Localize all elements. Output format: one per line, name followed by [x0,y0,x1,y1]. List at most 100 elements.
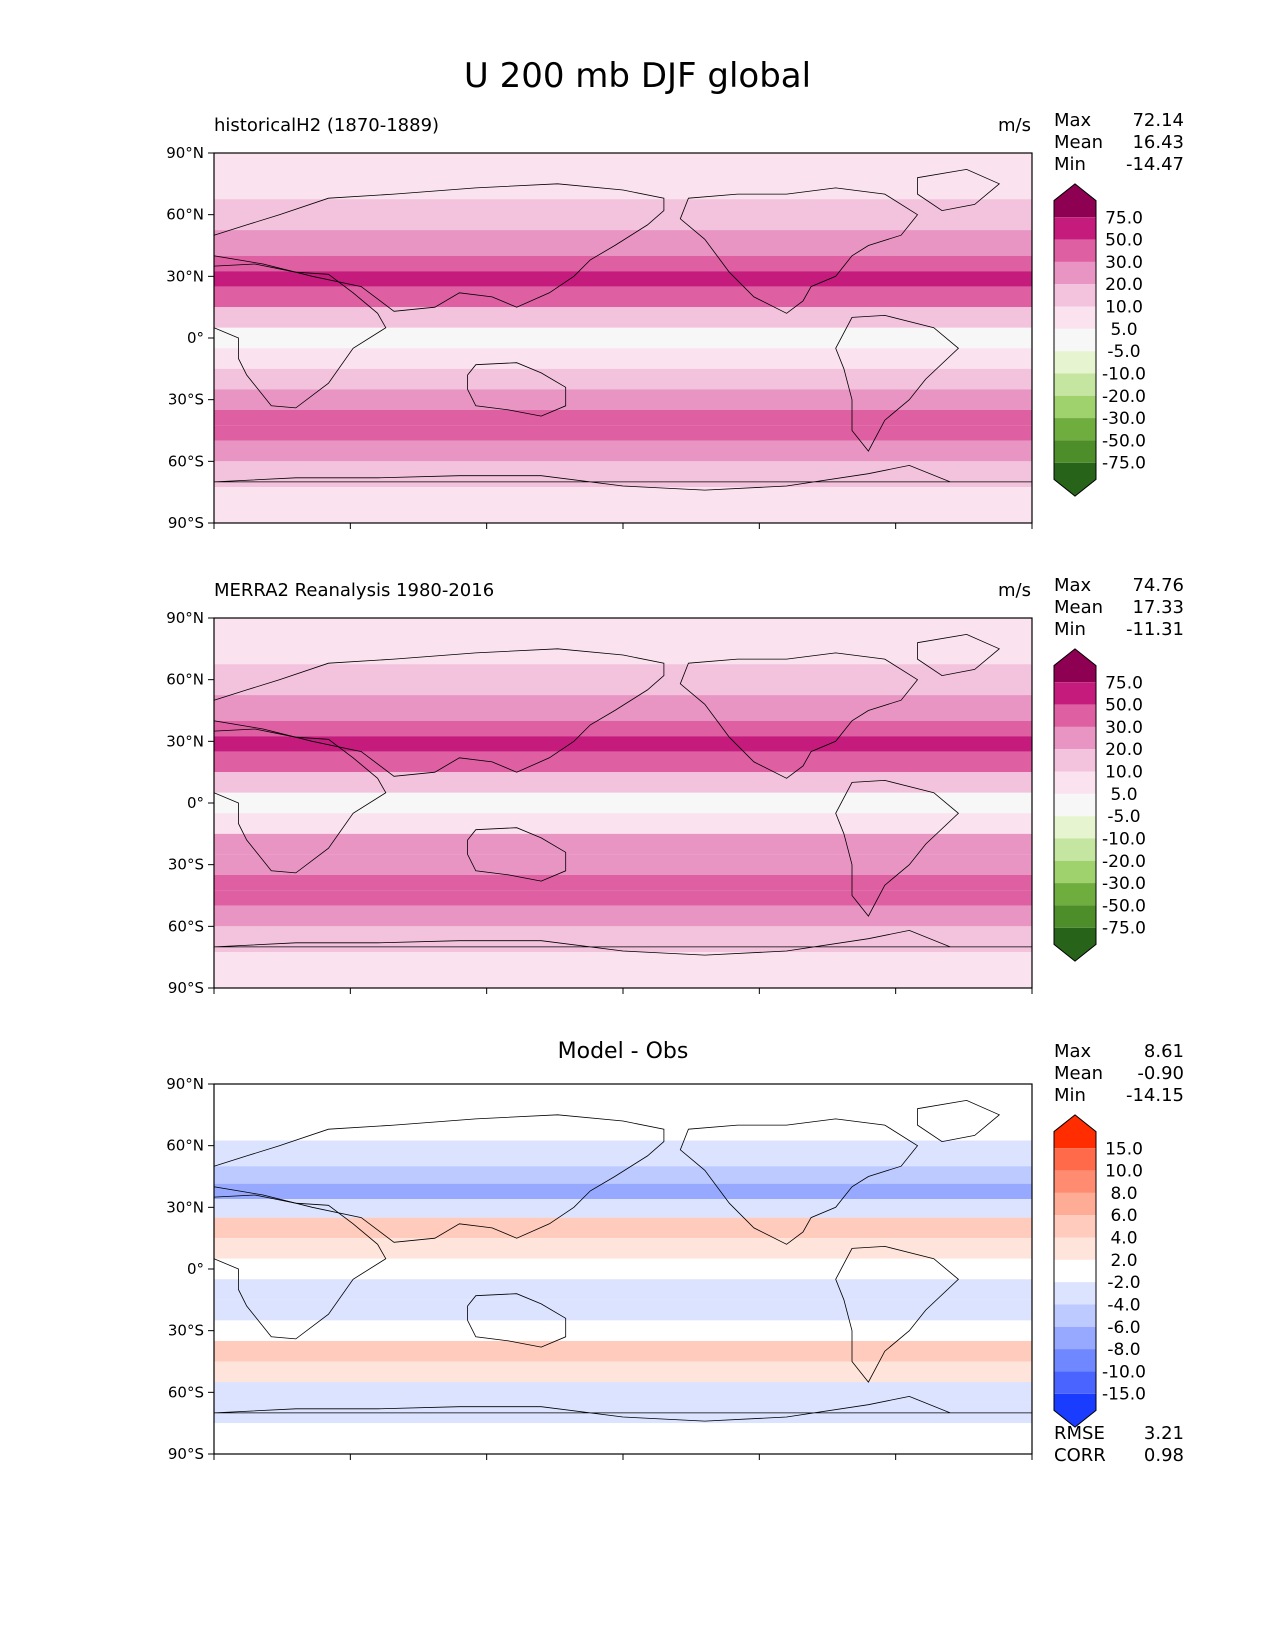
zonal-band [214,199,1032,231]
colorbar-label: -20.0 [1102,387,1146,407]
zonal-band [214,271,1032,287]
coastlines [213,168,1032,491]
panel-title: Model - Obs [557,1039,689,1064]
y-tick-label: 90°S [168,979,204,995]
coastline [213,1395,1032,1422]
zonal-band [214,425,1032,441]
panel-title: MERRA2 Reanalysis 1980-2016 [214,580,495,601]
zonal-band [214,1183,1032,1200]
zonal-band [214,153,1032,200]
coastline [213,1194,387,1340]
coastline [213,263,387,409]
zonal-band [214,1299,1032,1321]
zonal-band [214,389,1032,410]
zonal-band [214,255,1032,272]
colorbar-label: 5.0 [1110,785,1137,805]
stat-mean: 16.43 [1132,132,1184,153]
colorbar-cell [1054,1170,1096,1193]
stat-rmse: 3.21 [1143,1423,1184,1444]
colorbar-label: -50.0 [1102,431,1146,451]
colorbar-label: 30.0 [1105,253,1143,273]
zonal-band [214,736,1032,752]
zonal-band [214,1258,1032,1280]
zonal-band [214,1199,1032,1218]
colorbar-label: 20.0 [1105,275,1143,295]
panel-merra2: 0°E60°E120°E180°120°W60°W0°W90°N60°N30°N… [0,575,1275,995]
colorbar-label: 8.0 [1110,1184,1137,1204]
zonal-band [214,1382,1032,1403]
map-svg: 0°E60°E120°E180°120°W60°W0°W90°N60°N30°N… [166,1075,1146,1461]
coastline [213,728,387,874]
colorbar-label: -4.0 [1107,1295,1140,1315]
y-tick-label: 60°N [166,206,204,224]
stat-max: 8.61 [1143,1041,1184,1062]
zonal-band [214,461,1032,488]
zonal-band [214,409,1032,426]
colorbar-cell [1054,328,1096,352]
zonal-band [214,440,1032,462]
stat-min: -11.31 [1125,619,1184,640]
y-tick-label: 0° [187,329,204,347]
coastline [467,1293,567,1348]
colorbar-label: 10.0 [1105,298,1143,318]
colorbar-label: -10.0 [1102,1362,1146,1382]
panel-difference: 0°E60°E120°E180°120°W60°W0°W90°N60°N30°N… [0,1039,1275,1466]
zonal-band [214,307,1032,328]
zonal-band [214,368,1032,390]
zonal-band [214,833,1032,855]
colorbar-cell [1054,306,1096,329]
coastline [213,929,1032,956]
colorbar-label: -20.0 [1102,852,1146,872]
colorbar-label: 10.0 [1105,763,1143,783]
zonal-band [214,1217,1032,1239]
stat-max: 72.14 [1132,110,1184,131]
colorbar-cell [1054,440,1096,463]
coastline [835,314,960,452]
colorbar-cell [1054,1349,1096,1372]
colorbar-label: -15.0 [1102,1385,1146,1405]
zonal-band [214,327,1032,349]
y-tick-label: 90°S [168,514,204,530]
map-svg: 0°E60°E120°E180°120°W60°W0°W90°N60°N30°N… [166,609,1146,995]
coastlines [213,633,1032,956]
colorbar-label: 10.0 [1105,1162,1143,1182]
colorbar-label: -10.0 [1102,364,1146,384]
colorbar-cell [1054,1371,1096,1394]
colorbar-cell [1054,838,1096,861]
colorbar-cell [1054,749,1096,772]
y-tick-label: 60°S [168,1383,204,1401]
zonal-band [214,348,1032,369]
stat-mean: 17.33 [1132,597,1184,618]
zonal-band [214,792,1032,814]
colorbar-label: 15.0 [1105,1139,1143,1159]
colorbar-label: 50.0 [1105,231,1143,251]
colorbar-label: 20.0 [1105,740,1143,760]
colorbar-label: 2.0 [1110,1251,1137,1271]
colorbar-cell [1054,1192,1096,1216]
zonal-band [214,1361,1032,1383]
zonal-band [214,720,1032,737]
zonal-band [214,890,1032,906]
colorbar-label: -6.0 [1107,1318,1140,1338]
colorbar-cell [1054,1148,1096,1171]
y-tick-label: 30°S [168,856,204,874]
zonal-band [214,1279,1032,1300]
zonal-band [214,813,1032,834]
zonal-bands [214,153,1032,523]
coastlines [213,1099,1032,1422]
stat-min: -14.15 [1125,1085,1184,1106]
y-tick-label: 90°N [166,1075,204,1093]
colorbar-cell [1054,261,1096,285]
panel-historical: 0°E60°E120°E180°120°W60°W0°W90°N60°N30°N… [0,110,1275,530]
coastline [679,187,919,314]
colorbar-cell [1054,704,1096,727]
colorbar-label: -75.0 [1102,454,1146,474]
zonal-band [214,952,1032,988]
colorbar-label: -50.0 [1102,896,1146,916]
error-stats: RMSE 3.21 CORR 0.98 [1054,1423,1184,1466]
y-tick-label: 60°N [166,1137,204,1155]
colorbar-label: 50.0 [1105,696,1143,716]
colorbar-cell [1054,771,1096,794]
y-tick-label: 30°S [168,1322,204,1340]
colorbar-frame [1053,1114,1097,1428]
